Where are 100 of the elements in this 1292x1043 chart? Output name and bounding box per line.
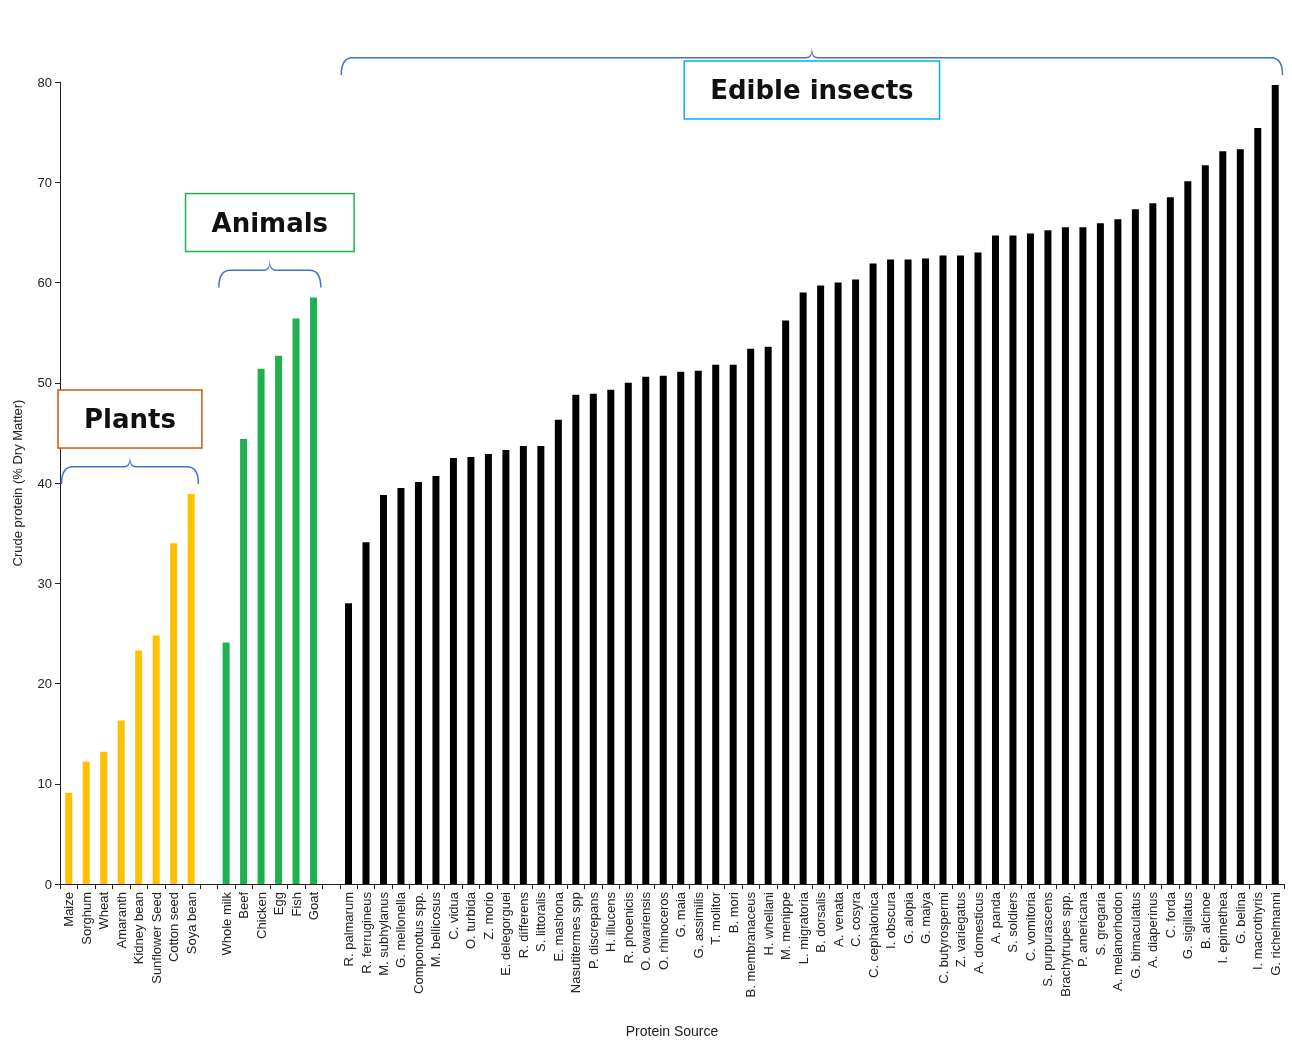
x-tick-label: C. forda — [1162, 891, 1178, 939]
bar — [82, 761, 90, 884]
bar — [414, 482, 422, 884]
x-tick-label: S. soldiers — [1005, 891, 1021, 953]
annotation: Animals — [211, 207, 329, 238]
x-tick-label: B. mori — [725, 891, 741, 934]
x-tick-label: O. owariensis — [638, 891, 654, 971]
x-tick-label: Soya bean — [183, 892, 199, 955]
x-tick-label: S. littoralis — [533, 891, 549, 952]
bar — [1026, 233, 1034, 884]
x-tick-label: Egg — [271, 892, 287, 916]
bar — [397, 488, 405, 884]
bar — [799, 292, 807, 884]
bar — [449, 457, 457, 884]
y-tick-label: 70 — [37, 174, 52, 190]
bar — [537, 445, 545, 884]
bar — [834, 282, 842, 884]
bar — [554, 419, 562, 884]
x-tick-label: Sunflower Seed — [148, 892, 164, 984]
x-tick-label: H. whellani — [760, 891, 776, 956]
bar — [1096, 223, 1104, 884]
bar — [240, 438, 248, 884]
x-tick-label: A. domesticus — [970, 891, 986, 974]
y-tick-label: 0 — [44, 876, 52, 892]
x-tick-label: E. delegorguei — [498, 891, 514, 976]
bar — [852, 279, 860, 884]
x-tick-label: R. differens — [515, 891, 531, 959]
bar — [152, 635, 160, 884]
bar — [1201, 165, 1209, 884]
bar — [292, 318, 300, 884]
x-tick-label: C. vidua — [445, 891, 461, 940]
bar — [1079, 227, 1087, 884]
x-tick-label: B. dorsalis — [813, 891, 829, 953]
x-tick-label: L. migratoria — [795, 891, 811, 965]
x-tick-label: E. mashona — [550, 891, 566, 962]
bar — [519, 445, 527, 884]
x-tick-label: A. venata — [830, 891, 846, 947]
x-tick-label: Kidney bean — [131, 892, 147, 965]
x-tick-label: O. rhinoceros — [655, 891, 671, 971]
y-tick-label: 10 — [37, 776, 52, 792]
x-tick-label: Z. variegatus — [953, 891, 969, 968]
bar — [100, 751, 108, 884]
x-tick-label: A. panda — [987, 891, 1003, 945]
x-tick-label: C. butyrospermi — [935, 891, 951, 984]
bar — [659, 375, 667, 884]
x-tick-label: A. diaperinus — [1145, 891, 1161, 968]
bar — [677, 371, 685, 884]
x-tick-label: I. macrothyris — [1250, 891, 1266, 971]
bar — [310, 297, 318, 884]
x-tick-label: Z. morio — [480, 892, 496, 940]
bar — [1219, 151, 1227, 884]
annotation: Plants — [83, 404, 176, 435]
x-tick-label: C. vomitoria — [1022, 891, 1038, 962]
x-tick-label: G. alopia — [900, 891, 916, 945]
bar — [624, 382, 632, 884]
x-tick-label: O. turbida — [463, 891, 479, 950]
x-tick-label: G. bimaculatus — [1127, 891, 1143, 979]
bar — [432, 475, 440, 884]
bar — [712, 364, 720, 884]
x-tick-label: G. mellonella — [393, 891, 409, 968]
y-tick-label: 50 — [37, 375, 52, 391]
x-tick-label: Componotus spp. — [410, 892, 426, 994]
bar — [1271, 85, 1279, 884]
bar — [572, 394, 580, 884]
x-axis-title: Protein Source — [625, 1023, 719, 1039]
y-tick-label: 30 — [37, 575, 52, 591]
x-tick-label: S. purpurascens — [1040, 891, 1056, 987]
bar — [502, 449, 510, 884]
x-tick-label: R. palmarum — [341, 892, 357, 967]
x-tick-label: Maize — [61, 892, 77, 927]
bar — [957, 255, 965, 884]
x-tick-label: B. alcinoe — [1197, 892, 1213, 950]
bar — [869, 263, 877, 884]
x-tick-label: Whole milk — [218, 891, 234, 956]
bar — [747, 348, 755, 884]
x-tick-label: P. discrepans — [585, 891, 601, 970]
bar — [222, 642, 230, 884]
bar — [135, 650, 143, 884]
x-tick-label: C. cosyra — [848, 891, 864, 947]
bar — [379, 495, 387, 884]
y-tick-label: 20 — [37, 676, 52, 691]
x-tick-label: M. bellicosus — [428, 891, 444, 968]
x-tick-label: G. maiya — [918, 891, 934, 945]
x-tick-label: B. membranaceus — [743, 891, 759, 998]
y-axis-title: Crude protein (% Dry Matter) — [10, 399, 25, 567]
x-tick-label: Fish — [288, 892, 304, 917]
bar — [939, 255, 947, 884]
bar — [1184, 181, 1192, 884]
x-tick-label: Amaranth — [113, 892, 129, 949]
bar — [729, 364, 737, 884]
bar — [1236, 149, 1244, 884]
x-tick-label: R. phoenicis — [620, 891, 636, 964]
bar — [484, 453, 492, 884]
x-tick-label: P. americana — [1075, 891, 1091, 967]
x-tick-label: M. menippe — [778, 892, 794, 960]
y-tick-label: 60 — [37, 275, 52, 290]
bar — [904, 259, 912, 884]
x-tick-label: M. subhylanus — [375, 891, 391, 976]
bar — [764, 346, 772, 884]
bar — [1166, 197, 1174, 884]
